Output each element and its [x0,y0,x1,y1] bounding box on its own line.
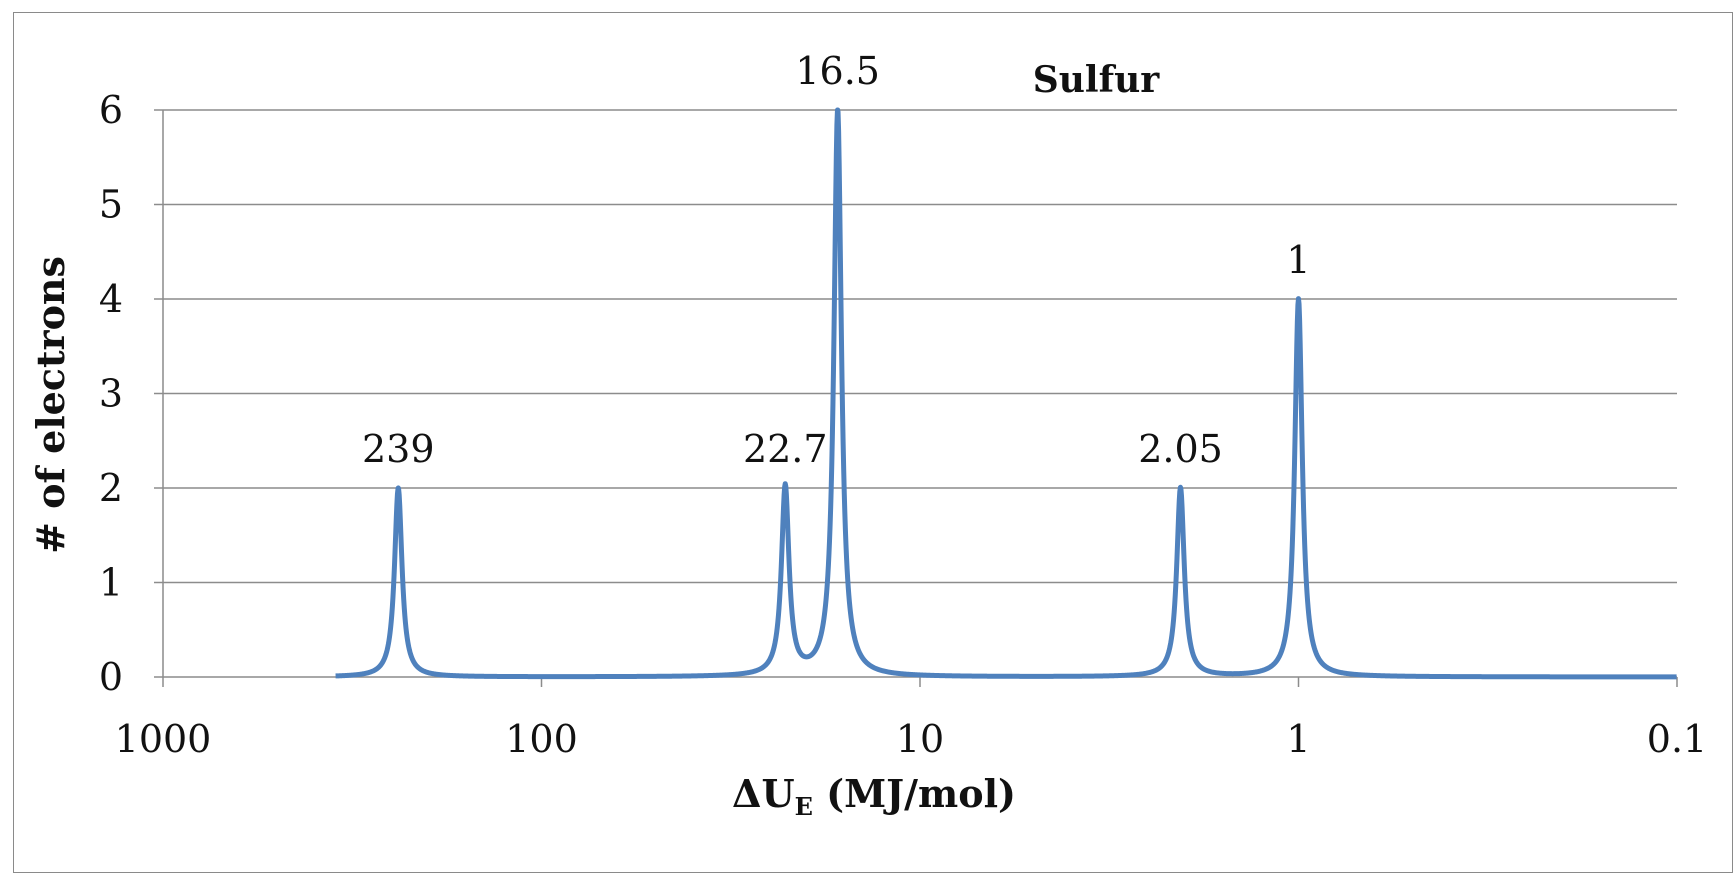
x-axis-label: ΔUE (MJ/mol) [732,771,1016,821]
chart-title: Sulfur [1033,59,1161,101]
data-label: 239 [362,427,435,471]
x-tick-label: 0.1 [1647,717,1707,761]
y-tick-label: 6 [99,88,123,132]
data-label: 22.7 [743,427,828,471]
series-line [333,107,1679,680]
x-tick-label: 1 [1286,717,1310,761]
data-label: 16.5 [795,49,880,93]
gridlines [163,109,1677,584]
axes [154,109,1678,687]
y-tick-label: 2 [99,466,123,510]
y-axis-label: # of electrons [28,256,73,554]
y-tick-label: 5 [99,183,123,227]
y-tick-label: 0 [99,655,123,699]
y-tick-label: 1 [99,561,123,605]
x-tick-label: 10 [896,717,944,761]
y-tick-label: 4 [99,277,123,321]
data-label: 2.05 [1138,427,1223,471]
data-label: 1 [1286,238,1310,282]
tick-labels: 0 1 2 3 4 5 6 1000 100 10 1 0.1 [99,88,1707,761]
data-labels: 239 22.7 16.5 2.05 1 [362,49,1311,471]
x-tick-label: 100 [505,717,578,761]
plot-area [333,107,1679,680]
y-tick-label: 3 [99,372,123,416]
chart-frame [13,12,1733,873]
x-tick-label: 1000 [115,717,212,761]
